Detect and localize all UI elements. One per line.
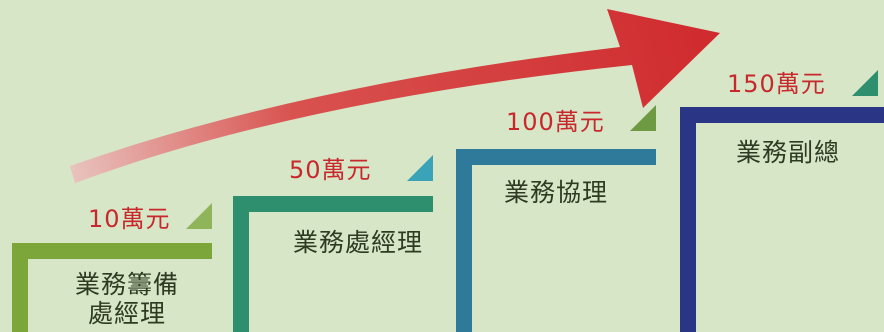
growth-arrow-icon bbox=[70, 9, 720, 183]
step-1-amount: 10萬元 bbox=[88, 205, 171, 233]
step-4-role: 業務副總 bbox=[735, 138, 840, 167]
step-2-corner-triangle bbox=[407, 155, 433, 181]
step-2-amount: 50萬元 bbox=[289, 156, 372, 184]
step-1-role-line2: 處經理 bbox=[87, 299, 166, 328]
step-1-role-line1: 業務籌備 bbox=[74, 270, 179, 299]
step-3-bracket bbox=[456, 149, 656, 332]
step-1-corner-triangle bbox=[186, 203, 212, 229]
step-4-bracket bbox=[680, 107, 884, 332]
step-1-bracket bbox=[12, 243, 212, 332]
step-4-corner-triangle bbox=[852, 70, 878, 96]
step-4-amount: 150萬元 bbox=[727, 70, 826, 98]
step-2-bracket bbox=[233, 196, 433, 332]
step-3-role: 業務協理 bbox=[503, 178, 608, 207]
step-2-role: 業務處經理 bbox=[292, 228, 423, 257]
step-1-role: 業務籌備 處經理 bbox=[52, 270, 202, 328]
step-3-corner-triangle bbox=[630, 105, 656, 131]
step-3-amount: 100萬元 bbox=[506, 108, 605, 136]
